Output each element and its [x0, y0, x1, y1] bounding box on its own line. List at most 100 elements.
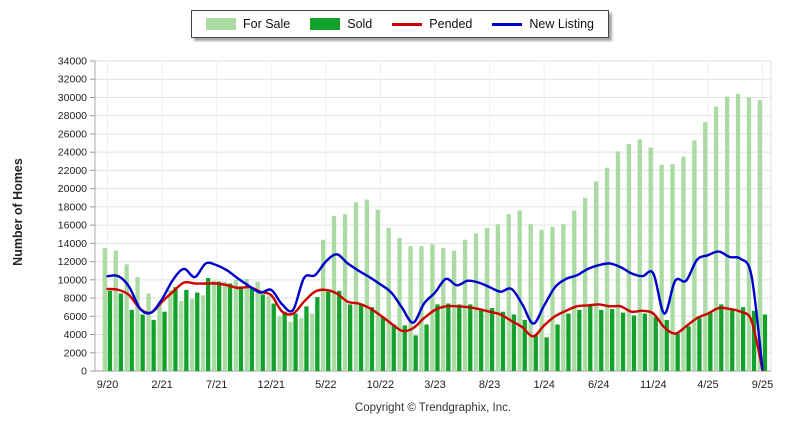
bar-for-sale: [703, 122, 708, 371]
bar-sold: [533, 334, 538, 371]
x-tick-labels: 9/20 2/21 7/21 12/21 5/22 10/22 3/23 8/23 1/24 6/…: [97, 379, 773, 391]
svg-text:30000: 30000: [58, 92, 87, 104]
bar-for-sale: [310, 313, 315, 371]
bars-sold: [107, 278, 768, 371]
bar-sold: [479, 309, 484, 371]
bar-for-sale: [725, 96, 730, 371]
bar-sold: [468, 304, 473, 371]
svg-text:32000: 32000: [58, 74, 87, 86]
bars-for-sale: [102, 93, 762, 372]
bar-for-sale: [353, 202, 359, 371]
bar-for-sale: [604, 167, 610, 371]
bar-sold: [184, 289, 189, 371]
svg-text:12000: 12000: [58, 256, 87, 268]
bar-sold: [424, 324, 429, 371]
svg-text:34000: 34000: [58, 56, 87, 68]
bar-sold: [118, 293, 123, 371]
bar-sold: [751, 310, 757, 371]
svg-text:5/22: 5/22: [315, 379, 336, 391]
bar-for-sale: [288, 321, 293, 371]
bar-sold: [369, 307, 375, 371]
bar-for-sale: [200, 295, 206, 371]
bar-for-sale: [746, 97, 752, 371]
svg-text:8/23: 8/23: [479, 379, 500, 391]
bar-for-sale: [277, 316, 282, 371]
bar-for-sale: [648, 147, 653, 371]
svg-text:6/24: 6/24: [588, 379, 609, 391]
bar-sold: [664, 319, 669, 371]
y-axis-title: Number of Homes: [11, 158, 25, 266]
bar-sold: [599, 309, 604, 371]
bar-for-sale: [375, 209, 380, 371]
bar-for-sale: [299, 318, 304, 371]
bar-sold: [293, 313, 298, 371]
bar-for-sale: [626, 144, 631, 371]
svg-text:16000: 16000: [58, 220, 87, 232]
bar-for-sale: [670, 164, 675, 371]
bar-for-sale: [124, 264, 129, 371]
bar-for-sale: [255, 281, 260, 371]
bar-sold: [719, 304, 724, 371]
bar-for-sale: [190, 299, 195, 371]
bar-sold: [435, 304, 440, 371]
bar-sold: [511, 314, 516, 371]
svg-text:8000: 8000: [64, 293, 88, 305]
bar-sold: [489, 308, 495, 371]
bar-for-sale: [637, 139, 642, 371]
bar-for-sale: [441, 247, 446, 371]
bar-for-sale: [386, 227, 391, 371]
svg-text:22000: 22000: [58, 165, 87, 177]
bar-sold: [500, 311, 506, 371]
new-listing-swatch: [492, 22, 523, 26]
bar-for-sale: [659, 164, 664, 371]
bar-sold: [129, 309, 134, 371]
bar-sold: [522, 319, 527, 371]
bar-sold: [577, 309, 582, 371]
bar-for-sale: [113, 250, 118, 371]
bar-for-sale: [211, 280, 217, 371]
bar-for-sale: [233, 279, 238, 371]
bar-sold: [413, 335, 418, 371]
bar-sold: [708, 311, 713, 371]
bar-for-sale: [681, 156, 686, 371]
svg-text:18000: 18000: [58, 201, 87, 213]
sold-swatch: [310, 18, 341, 30]
svg-text:24000: 24000: [58, 147, 87, 159]
svg-text:10/22: 10/22: [367, 379, 395, 391]
bar-for-sale: [473, 233, 479, 371]
bar-sold: [249, 288, 254, 371]
bar-for-sale: [692, 140, 697, 371]
bar-sold: [544, 337, 549, 371]
bar-for-sale: [462, 239, 468, 371]
svg-text:9/25: 9/25: [752, 379, 773, 391]
svg-text:0: 0: [81, 366, 87, 378]
svg-text:10000: 10000: [58, 274, 87, 286]
bar-for-sale: [615, 151, 621, 371]
bar-sold: [730, 309, 735, 371]
bar-sold: [380, 317, 385, 371]
bar-sold: [741, 307, 746, 371]
bar-for-sale: [179, 300, 184, 371]
copyright-text: Copyright © Trendgraphix, Inc.: [354, 402, 512, 414]
bar-for-sale: [168, 289, 173, 371]
bar-sold: [337, 290, 342, 371]
bar-for-sale: [331, 216, 337, 371]
bar-sold: [173, 287, 178, 371]
bar-sold: [675, 333, 680, 371]
bar-sold: [348, 304, 353, 371]
bar-sold: [326, 291, 331, 371]
bar-for-sale: [528, 224, 533, 371]
bar-sold: [304, 306, 309, 371]
svg-text:3/23: 3/23: [424, 379, 445, 391]
bar-for-sale: [539, 229, 544, 371]
bar-for-sale: [484, 227, 490, 371]
bar-for-sale: [452, 250, 457, 371]
svg-text:6000: 6000: [64, 311, 88, 323]
vertical-gridlines: [107, 61, 763, 371]
bar-sold: [140, 314, 145, 371]
legend-item-for-sale: For Sale: [205, 17, 290, 31]
svg-text:7/21: 7/21: [206, 379, 227, 391]
bar-sold: [566, 313, 571, 371]
line-pended: [106, 280, 764, 372]
bar-sold: [686, 326, 691, 371]
